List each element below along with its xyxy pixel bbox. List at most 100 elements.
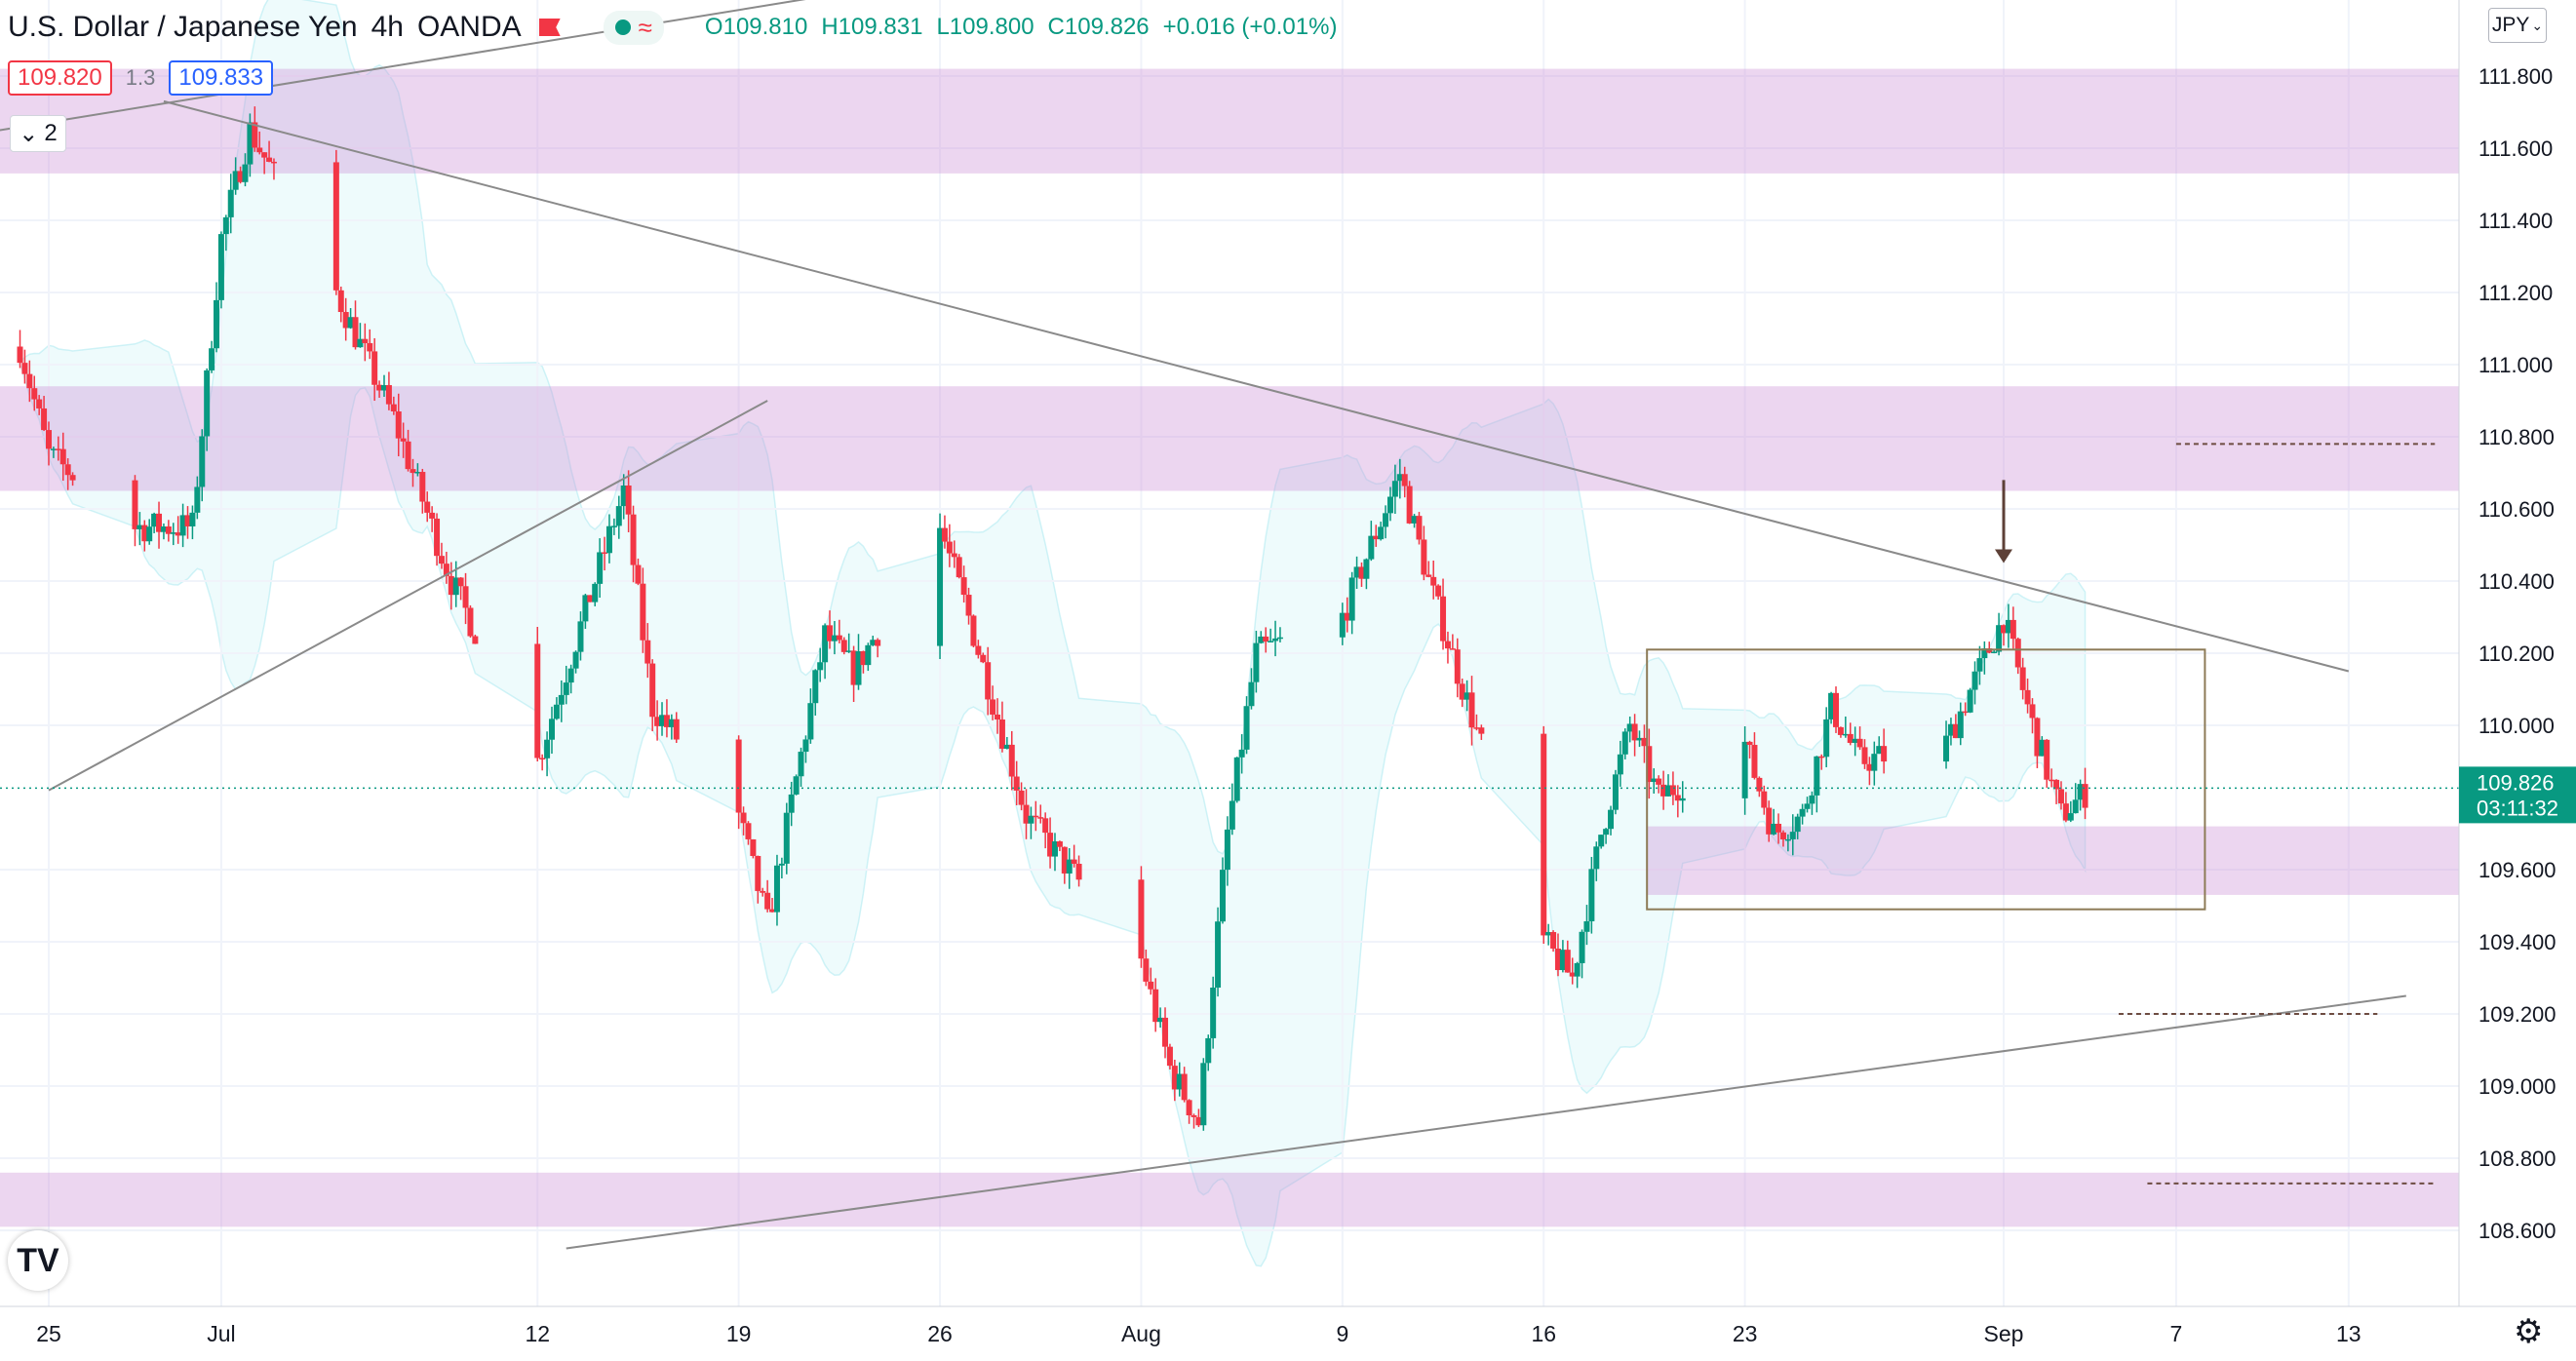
candle-body [1358, 566, 1365, 579]
candle-body [410, 469, 416, 474]
candle [376, 380, 383, 399]
low-value: L109.800 [936, 14, 1034, 40]
candle [59, 432, 66, 482]
candle-body [1579, 931, 1585, 963]
price-tick-label: 109.000 [2478, 1074, 2556, 1099]
candle [1166, 1043, 1173, 1069]
candle-body [1612, 774, 1619, 810]
sell-button[interactable]: 109.820 [8, 60, 112, 96]
bid-ask-panel: 109.820 1.3 109.833 [8, 60, 274, 96]
candle-body [1272, 638, 1279, 642]
candle [1564, 940, 1571, 973]
candle-body [160, 526, 167, 532]
market-open-dot-icon [614, 19, 631, 35]
candle-body [1771, 823, 1777, 835]
candle-body [222, 216, 229, 235]
candle [2077, 779, 2084, 811]
candle-body [1186, 1100, 1192, 1115]
candle [582, 593, 589, 630]
candle-body [1809, 795, 1815, 804]
candle [1421, 525, 1427, 581]
candle [1056, 840, 1063, 852]
candle [1550, 930, 1557, 953]
candle-body [649, 663, 656, 718]
candle [1033, 800, 1039, 832]
candle-body [673, 719, 680, 740]
candle [1559, 940, 1566, 973]
open-value: O109.810 [704, 14, 808, 40]
candle-body [1276, 637, 1283, 640]
candle-body [1761, 791, 1768, 808]
time-tick-label: 23 [1733, 1321, 1758, 1346]
price-axis[interactable]: 111.800 111.600 111.400 111.200 111.000 110.8… [2458, 0, 2576, 1361]
candle [1761, 785, 1768, 815]
candle-body [778, 863, 785, 866]
candle [745, 821, 752, 845]
candle-body [610, 525, 617, 527]
candlesticks [17, 106, 2088, 1131]
candle [395, 393, 402, 457]
symbol-title[interactable]: U.S. Dollar / Japanese Yen [8, 11, 358, 43]
candle-body [558, 694, 565, 705]
candle-body [132, 480, 138, 529]
candle [165, 520, 172, 542]
candle-body [544, 739, 551, 758]
candle [1881, 728, 1888, 774]
candle-body [1588, 869, 1595, 921]
candle [659, 702, 666, 736]
candle-body [137, 525, 143, 529]
grid-lines [0, 0, 2459, 1306]
gear-icon[interactable]: ⚙ [2514, 1313, 2544, 1350]
candle-body [1996, 625, 2003, 652]
candle-body [1454, 649, 1461, 684]
candle [261, 152, 268, 175]
candle-body [1033, 815, 1039, 818]
currency-button[interactable]: JPY ⌄ [2488, 8, 2547, 43]
candle [1383, 505, 1389, 539]
wave-icon: ≈ [638, 12, 652, 42]
candle [367, 329, 373, 360]
candle-body [860, 650, 867, 666]
candle [256, 131, 263, 155]
candle [1776, 813, 1782, 844]
candle [448, 562, 454, 610]
time-axis[interactable]: 25 Jul 12 19 26 Aug 9 16 23 Sep 7 13 [0, 1305, 2576, 1346]
candle-body [1200, 1063, 1207, 1126]
candle [266, 140, 273, 163]
candle-body [2010, 619, 2016, 640]
bollinger-bands [19, 0, 2087, 1267]
candle [1823, 707, 1830, 767]
buy-button[interactable]: 109.833 [169, 60, 274, 96]
candle [1598, 835, 1605, 849]
candle-body [577, 621, 584, 652]
candle-body [773, 865, 780, 913]
time-tick-label: 16 [1531, 1321, 1556, 1346]
candle-body [1789, 832, 1796, 839]
price-tick-label: 111.800 [2478, 64, 2553, 89]
candle [184, 506, 191, 539]
candle-body [1967, 689, 1973, 713]
currency-label: JPY [2491, 14, 2530, 36]
indicators-toggle-button[interactable]: ⌄ 2 [10, 115, 66, 152]
candle [625, 470, 632, 532]
candle [1651, 768, 1658, 795]
candle-body [1373, 535, 1380, 540]
candle [1574, 961, 1581, 989]
interval-label[interactable]: 4h [371, 11, 404, 43]
candle [1842, 716, 1849, 738]
candle [605, 514, 612, 564]
candle [160, 523, 167, 540]
tradingview-logo-icon[interactable]: TV [8, 1230, 68, 1291]
candle [1947, 718, 1954, 746]
candle-body [1162, 1017, 1169, 1047]
market-status-pill[interactable]: ≈ [603, 10, 664, 45]
candle [410, 458, 416, 487]
flag-icon[interactable] [538, 19, 561, 36]
candle [951, 540, 957, 568]
candle-body [438, 556, 445, 564]
candle-body [362, 338, 369, 343]
candle-body [2024, 689, 2031, 705]
candle [1066, 848, 1073, 889]
candle-body [1224, 829, 1230, 871]
